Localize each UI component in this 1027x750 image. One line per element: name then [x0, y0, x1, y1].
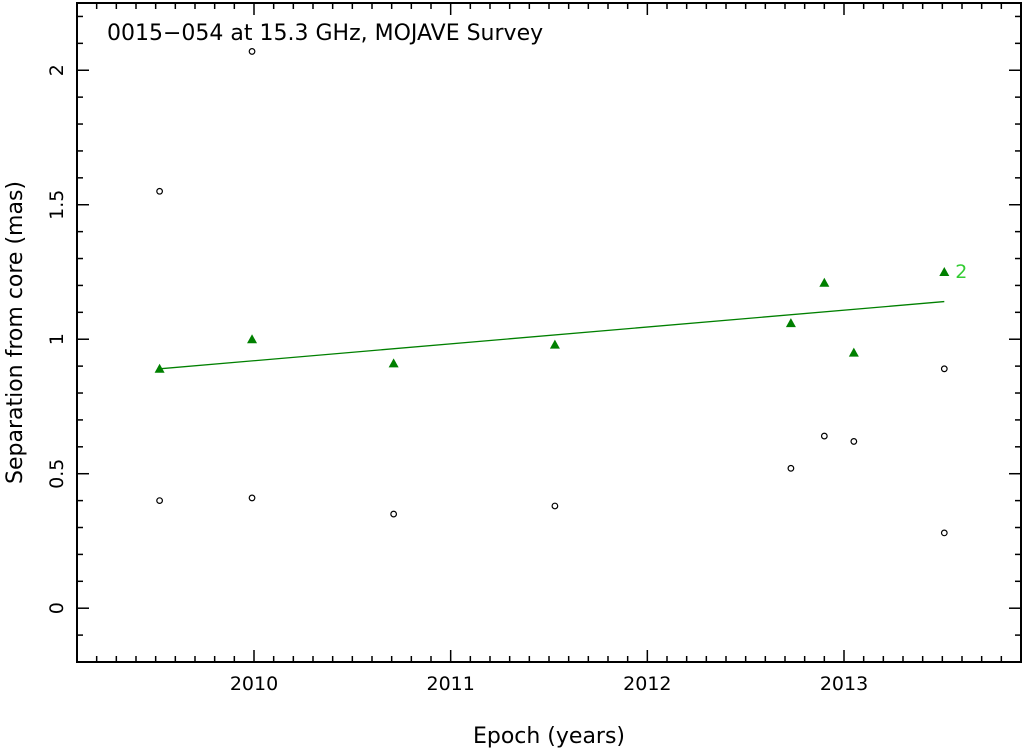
open-circle-point: [390, 510, 398, 518]
fit-line: [159, 300, 945, 370]
triangle-point: [154, 363, 165, 373]
plot-frame: [76, 2, 1022, 663]
x-tick-label: 2010: [230, 673, 278, 695]
open-circle-point: [850, 438, 858, 445]
y-tick-label: 0: [46, 602, 68, 614]
x-axis-ticks: [76, 3, 1022, 662]
open-circle-point: [248, 48, 256, 55]
open-circle-point: [940, 529, 948, 537]
triangle-point: [785, 318, 796, 328]
triangle-point: [388, 358, 399, 368]
triangle-point: [247, 334, 258, 344]
x-axis-label: Epoch (years): [473, 724, 625, 749]
y-tick-label: 1: [46, 333, 68, 345]
y-axis-tick-labels: 0 0.5 1 1.5 2: [46, 64, 68, 614]
y-tick-label: 0.5: [46, 459, 68, 489]
open-circle-point: [156, 497, 164, 505]
open-circle-point: [156, 187, 164, 195]
open-circle-point: [820, 432, 828, 440]
y-tick-label: 2: [46, 64, 68, 76]
x-axis-tick-labels: 2010 2011 2012 2013: [230, 673, 868, 695]
y-axis-ticks: [77, 15, 1021, 663]
triangle-point: [549, 339, 560, 349]
component-label: 2: [955, 261, 967, 283]
open-circle-point: [787, 464, 795, 472]
triangle-point: [819, 277, 830, 287]
chart-title: 0015−054 at 15.3 GHz, MOJAVE Survey: [107, 21, 543, 46]
x-tick-label: 2011: [426, 673, 474, 695]
triangle-point: [939, 266, 950, 276]
y-tick-label: 1.5: [46, 190, 68, 220]
y-axis-label: Separation from core (mas): [3, 181, 28, 484]
x-tick-label: 2012: [623, 673, 671, 695]
data-marks: [154, 48, 950, 537]
open-circle-point: [940, 365, 948, 373]
triangle-point: [848, 347, 859, 357]
x-tick-label: 2013: [820, 673, 868, 695]
open-circle-point: [551, 502, 559, 510]
open-circle-point: [248, 494, 256, 502]
